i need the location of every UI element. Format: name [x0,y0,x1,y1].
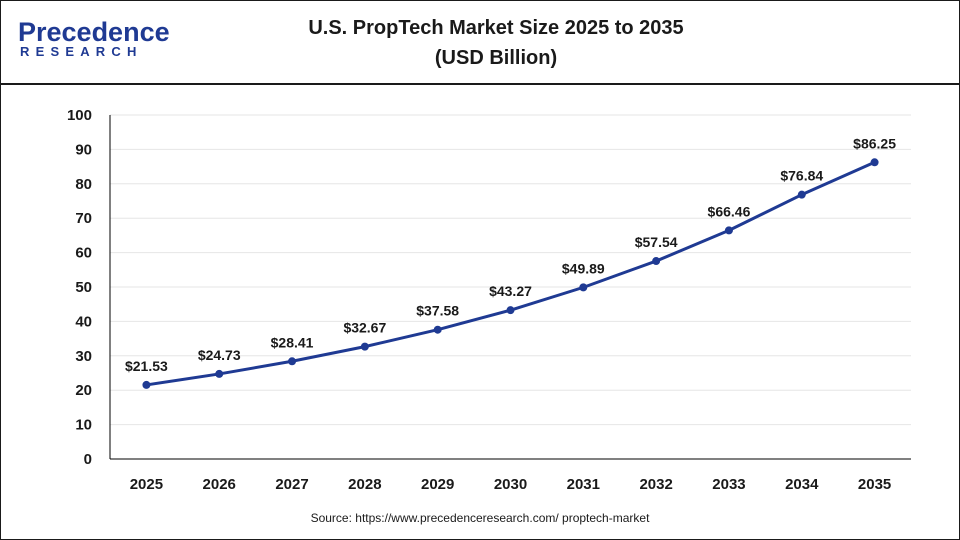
data-point [652,257,661,266]
y-tick-label: 100 [67,107,92,124]
series-layer [142,158,879,389]
data-point [433,325,442,334]
data-label: $66.46 [708,203,751,219]
data-label: $21.53 [125,358,168,374]
data-point [506,306,515,315]
x-tick-label: 2025 [130,476,163,493]
data-label: $76.84 [780,168,823,184]
data-label: $32.67 [343,320,386,336]
y-tick-label: 20 [75,382,92,399]
gridlines [110,114,911,426]
x-tick-label: 2030 [494,476,527,493]
x-tick-label: 2032 [639,476,672,493]
y-tick-label: 70 [75,210,92,227]
precedence-research-logo: Precedence RESEARCH [18,17,170,65]
y-tick-label: 30 [75,348,92,365]
y-tick-label: 90 [75,141,92,158]
x-tick-labels: 2025 2026 2027 2028 2029 2030 2031 2032 2033 2034… [130,476,892,493]
logo-wordmark: Precedence [18,17,170,47]
data-point [288,357,297,366]
data-label: $37.58 [416,303,459,319]
x-tick-label: 2033 [712,476,745,493]
source-note: Source: https://www.precedenceresearch.c… [310,511,650,525]
data-label: $57.54 [635,234,678,250]
x-tick-label: 2027 [275,476,308,493]
axes [109,115,911,460]
data-point [797,190,806,199]
chart-subtitle: (USD Billion) [434,47,558,69]
data-point [215,369,224,378]
data-point [360,342,369,351]
x-tick-label: 2026 [203,476,236,493]
y-tick-label: 10 [75,417,92,434]
x-tick-label: 2028 [348,476,381,493]
title-block: U.S. PropTech Market Size 2025 to 2035 (… [251,13,741,73]
chart-title: U.S. PropTech Market Size 2025 to 2035 [308,17,684,39]
data-label: $43.27 [489,283,532,299]
y-tick-label: 80 [75,176,92,193]
x-tick-label: 2034 [785,476,819,493]
x-tick-label: 2029 [421,476,454,493]
data-point [724,226,733,235]
data-label: $49.89 [562,260,605,276]
logo-subtext: RESEARCH [20,44,143,59]
data-point [579,283,588,292]
y-tick-label: 60 [75,245,92,262]
data-label: $86.25 [853,135,896,151]
data-point [870,158,879,167]
data-label: $24.73 [198,347,241,363]
y-tick-label: 50 [75,279,92,296]
series-line [146,160,876,387]
data-label: $28.41 [271,334,314,350]
y-tick-label: 0 [84,451,92,468]
y-tick-label: 40 [75,313,92,330]
x-tick-label: 2031 [567,476,600,493]
header-divider [1,83,959,85]
header: Precedence RESEARCH U.S. PropTech Market… [1,1,959,83]
data-labels: $21.53 $24.73 $28.41 $32.67 $37.58 $43.27 $49.… [125,135,896,374]
x-tick-label: 2035 [858,476,891,493]
data-point [142,380,151,389]
y-tick-labels: 0 10 20 30 40 50 60 70 80 90 100 [67,107,92,468]
